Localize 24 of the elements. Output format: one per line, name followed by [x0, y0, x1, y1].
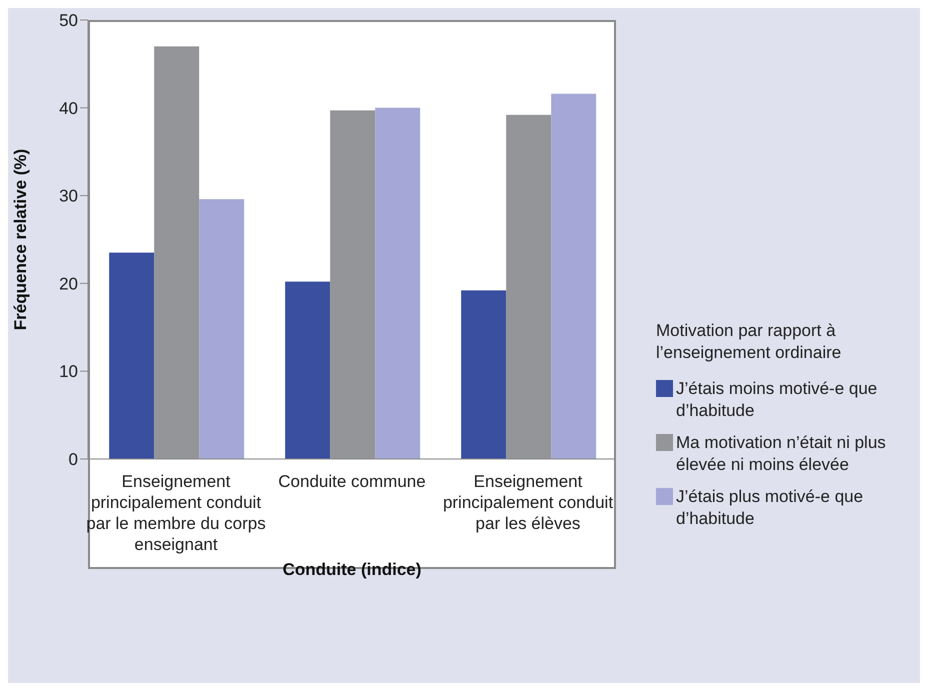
y-axis-title: Fréquence relative (%) — [11, 148, 30, 330]
legend-label: J’étais moins motivé-e que d’habitude — [676, 378, 878, 422]
bar — [285, 282, 330, 459]
legend-label: Ma motivation n’était ni plus élevée ni moins élevée — [676, 432, 887, 476]
y-tick-label: 10 — [59, 362, 78, 382]
x-tick-label: Enseignement principalement conduit par le membre du corps enseignant — [86, 472, 266, 554]
y-tick-label: 50 — [59, 11, 78, 30]
bar — [109, 252, 154, 459]
bar — [199, 199, 244, 459]
y-tick-label: 20 — [59, 274, 78, 294]
x-axis-title: Conduite (indice) — [282, 560, 422, 579]
bar — [551, 94, 596, 459]
bar — [461, 290, 506, 459]
y-tick-label: 30 — [59, 186, 78, 206]
bar — [506, 114, 552, 459]
bar — [330, 110, 376, 459]
y-tick-label: 40 — [59, 98, 78, 118]
y-tick-label: 0 — [68, 450, 78, 470]
bar — [375, 108, 420, 459]
legend-label: J’étais plus motivé-e que d’habitude — [676, 486, 864, 530]
legend-title: Motivation par rapport à l’enseignement ordinaire — [656, 320, 842, 364]
bar — [154, 46, 200, 459]
x-tick-label: Enseignement principalement conduit par les élèves — [442, 472, 614, 533]
x-tick-label: Conduite commune — [278, 472, 426, 491]
